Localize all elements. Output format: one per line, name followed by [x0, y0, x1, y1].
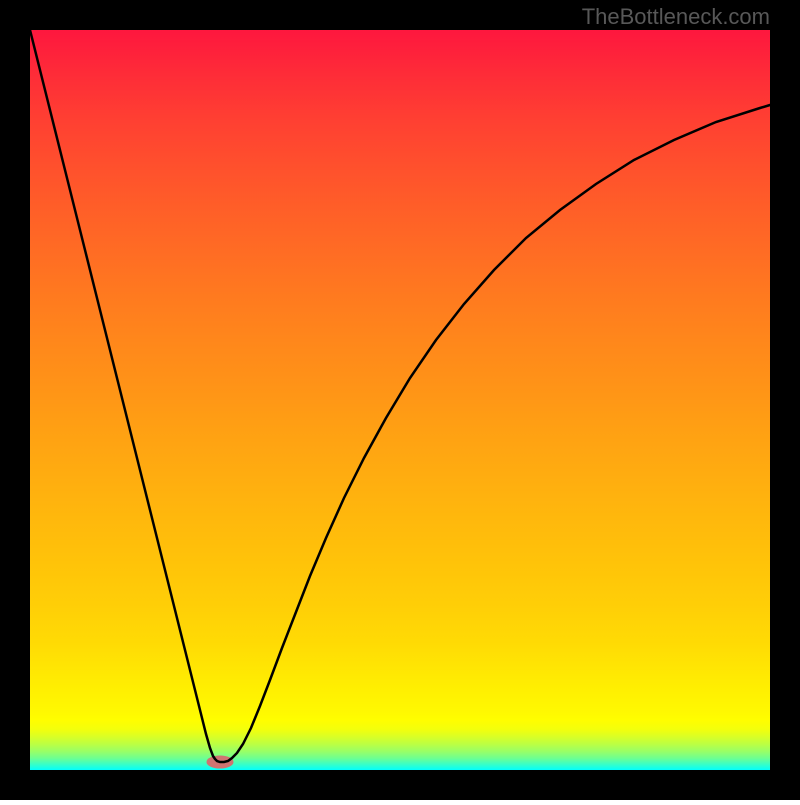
plot-background	[30, 30, 770, 770]
watermark-text: TheBottleneck.com	[582, 4, 770, 30]
chart-svg	[0, 0, 800, 800]
chart-container: TheBottleneck.com	[0, 0, 800, 800]
